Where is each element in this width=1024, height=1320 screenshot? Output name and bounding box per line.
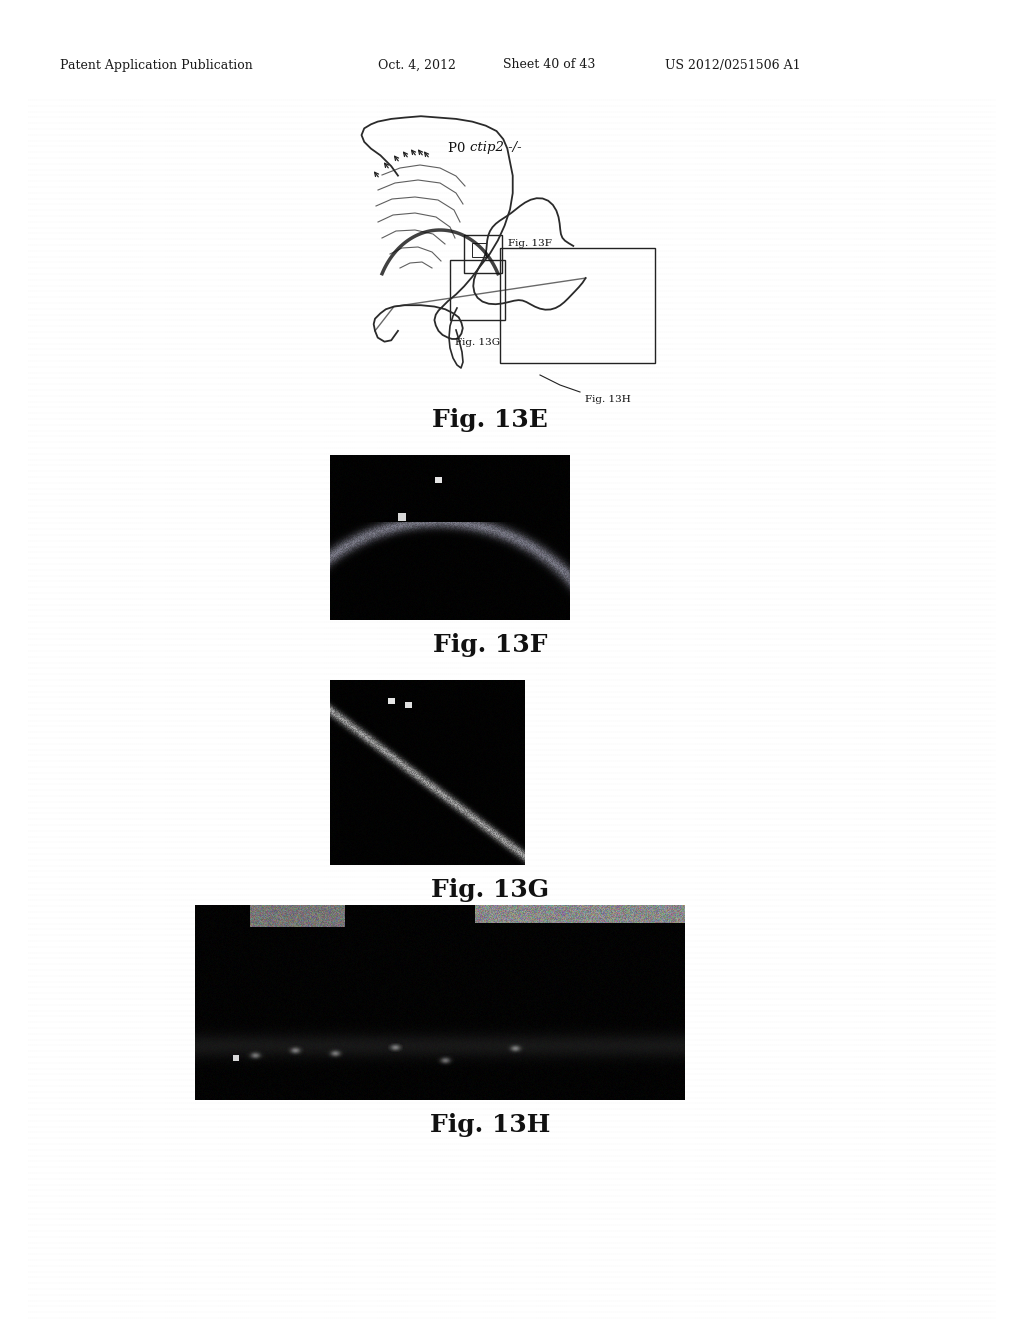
Bar	[464, 235, 502, 273]
Text: Fig. 13G: Fig. 13G	[455, 338, 500, 347]
Text: Fig. 13F: Fig. 13F	[508, 239, 552, 248]
Text: P0: P0	[449, 141, 470, 154]
Text: Fig. 13F: Fig. 13F	[433, 634, 547, 657]
Bar	[450, 260, 505, 319]
Bar	[472, 243, 486, 257]
Text: Spinal
Cord: Spinal Cord	[633, 1039, 673, 1067]
Bar	[500, 248, 655, 363]
Text: Oct. 4, 2012: Oct. 4, 2012	[378, 58, 456, 71]
Text: Pons: Pons	[210, 1053, 240, 1067]
Text: Fig. 13E: Fig. 13E	[432, 408, 548, 432]
Text: Fig. 13G: Fig. 13G	[431, 878, 549, 902]
Text: US 2012/0251506 A1: US 2012/0251506 A1	[665, 58, 801, 71]
Text: Fig. 13H: Fig. 13H	[430, 1113, 550, 1137]
Text: Sheet 40 of 43: Sheet 40 of 43	[503, 58, 595, 71]
Text: Fig. 13H: Fig. 13H	[585, 395, 631, 404]
Text: Patent Application Publication: Patent Application Publication	[60, 58, 253, 71]
Text: ctip2 -/-: ctip2 -/-	[470, 141, 521, 154]
